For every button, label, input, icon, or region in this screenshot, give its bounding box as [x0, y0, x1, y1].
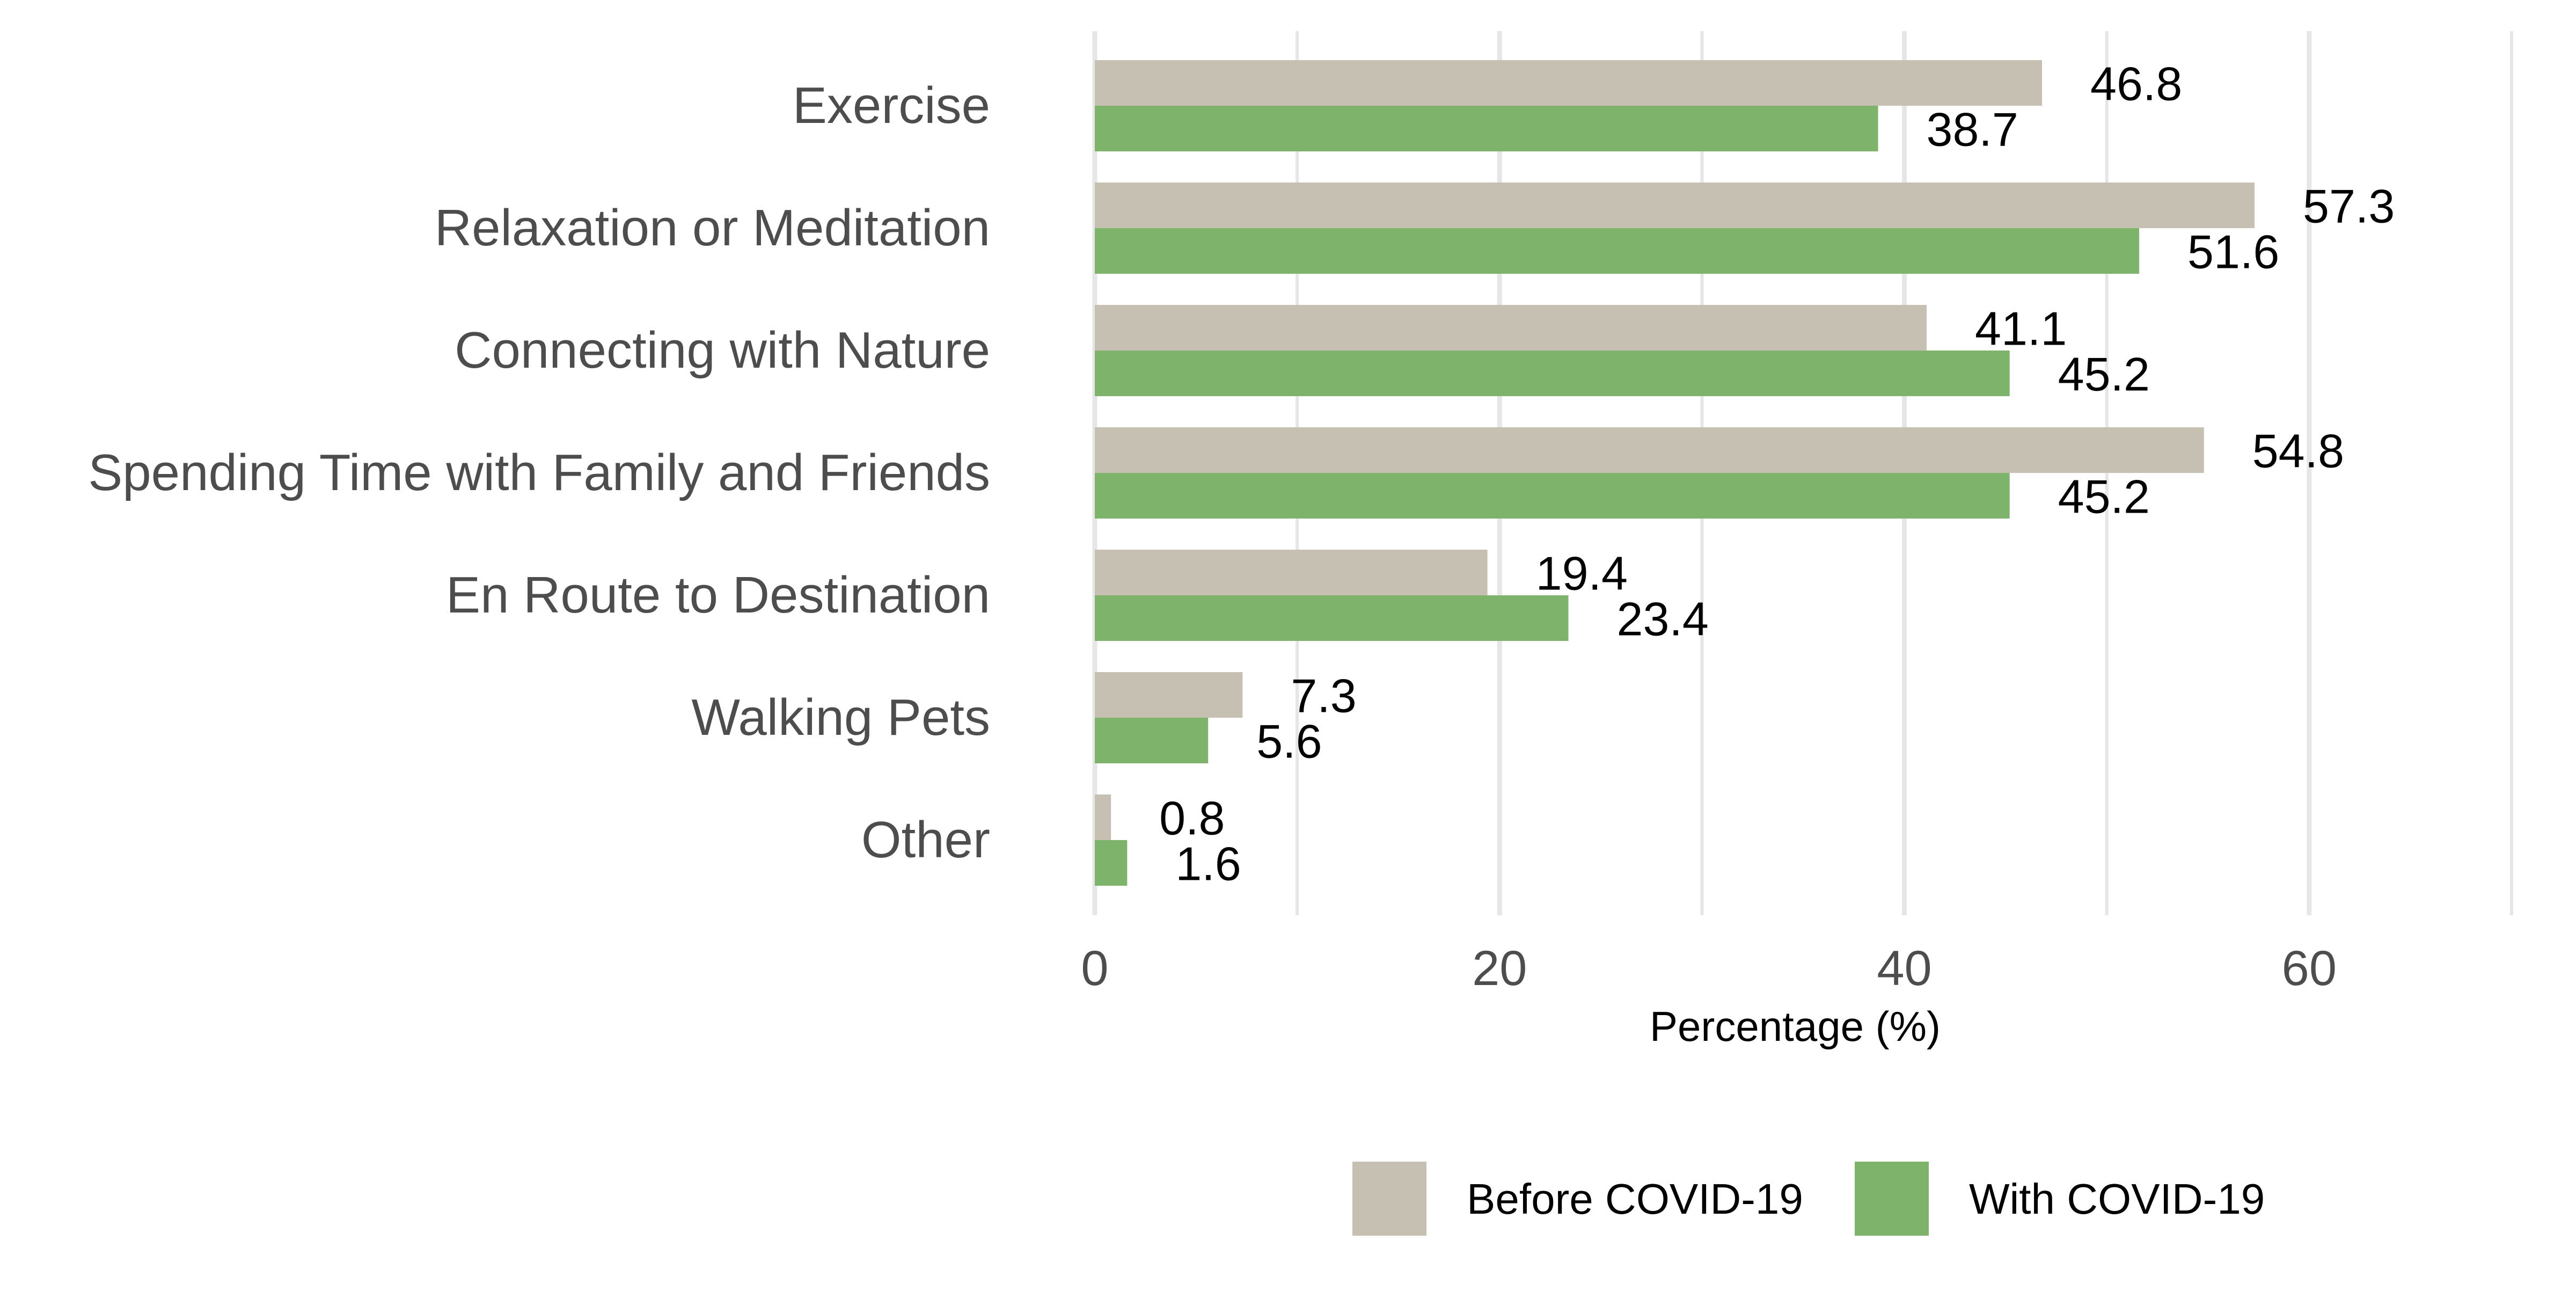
value-label: 45.2: [2058, 348, 2150, 401]
category-label: Walking Pets: [691, 689, 990, 746]
value-label: 45.2: [2058, 470, 2150, 523]
bar-with-covid: [1095, 106, 1878, 151]
value-label: 54.8: [2252, 425, 2344, 478]
x-tick-label: 60: [2282, 941, 2337, 996]
value-label: 38.7: [1927, 103, 2018, 156]
value-label: 57.3: [2303, 180, 2395, 233]
bar-with-covid: [1095, 351, 2010, 396]
bar-with-covid: [1095, 718, 1209, 763]
value-label: 51.6: [2187, 225, 2279, 279]
x-tick-label: 20: [1472, 941, 1527, 996]
legend-swatch-before-covid: [1352, 1162, 1426, 1236]
value-label: 5.6: [1256, 715, 1322, 768]
bar-before-covid: [1095, 550, 1488, 595]
category-label: En Route to Destination: [446, 566, 990, 624]
bar-with-covid: [1095, 840, 1128, 886]
value-label: 23.4: [1617, 593, 1709, 646]
category-label: Connecting with Nature: [455, 322, 990, 379]
bar-before-covid: [1095, 60, 2043, 106]
value-label: 46.8: [2090, 57, 2182, 111]
bar-before-covid: [1095, 427, 2204, 473]
x-axis-title: Percentage (%): [1650, 1003, 1941, 1050]
bar-layer: [1095, 60, 2255, 886]
value-label: 41.1: [1975, 302, 2067, 355]
category-label: Other: [861, 811, 990, 869]
legend: Before COVID-19 With COVID-19: [1352, 1162, 2265, 1236]
bar-before-covid: [1095, 183, 2255, 228]
category-label: Exercise: [793, 77, 990, 134]
value-label: 19.4: [1536, 547, 1628, 600]
label-layer: Exercise 46.8 38.7 Relaxation or Meditation…: [88, 57, 2395, 891]
x-tick-label: 40: [1877, 941, 1931, 996]
value-label: 0.8: [1159, 792, 1225, 845]
legend-label: With COVID-19: [1969, 1175, 2265, 1223]
bar-with-covid: [1095, 595, 1569, 641]
bar-before-covid: [1095, 305, 1927, 351]
bar-with-covid: [1095, 473, 2010, 519]
bar-before-covid: [1095, 672, 1243, 718]
value-label: 1.6: [1175, 837, 1241, 891]
bar-with-covid: [1095, 228, 2140, 274]
axis-layer: Percentage (%) 0 20 40 60: [1081, 941, 2337, 1050]
legend-label: Before COVID-19: [1467, 1175, 1803, 1223]
bar-before-covid: [1095, 794, 1111, 840]
legend-swatch-with-covid: [1855, 1162, 1929, 1236]
category-label: Relaxation or Meditation: [435, 199, 990, 257]
category-label: Spending Time with Family and Friends: [88, 444, 990, 501]
x-tick-label: 0: [1081, 941, 1108, 996]
value-label: 7.3: [1291, 669, 1356, 723]
